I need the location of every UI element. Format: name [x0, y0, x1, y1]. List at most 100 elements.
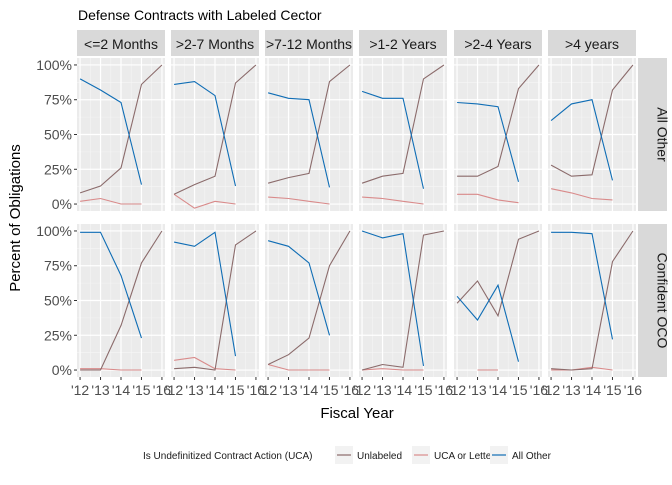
y-tick-label: 100%: [36, 223, 72, 239]
series-line-all-other: [361, 90, 425, 189]
x-tick-label: '15: [132, 382, 150, 398]
series-line-uca-or-letter: [457, 193, 519, 204]
panel-background: [77, 58, 165, 211]
x-tick-label: '14: [583, 382, 601, 398]
legend: Is Undefinitized Contract Action (UCA) Un…: [143, 446, 552, 464]
legend-title: Is Undefinitized Contract Action (UCA): [143, 451, 313, 462]
column-strip: >2-4 Years: [454, 30, 542, 56]
series-line-uca-or-letter: [362, 196, 424, 205]
panel-background: [359, 58, 447, 211]
y-tick-label: 25%: [44, 161, 72, 177]
series-line-unlabeled: [267, 230, 351, 365]
panel-background: [548, 58, 636, 211]
legend-label: Unlabeled: [357, 451, 402, 462]
panel-series: [550, 64, 634, 201]
y-axis-title: Percent of Obligations: [7, 144, 24, 292]
series-line-uca-or-letter: [80, 197, 142, 205]
x-tick-label: '14: [394, 382, 412, 398]
column-strip-bg: [171, 30, 259, 56]
x-tick-label: '13: [279, 382, 297, 398]
panel-series: [80, 230, 163, 371]
series-line-unlabeled: [551, 230, 634, 371]
x-tick-label: '14: [489, 382, 507, 398]
series-line-unlabeled: [80, 230, 163, 371]
legend-label: UCA or Letter: [434, 451, 495, 462]
x-tick-label: '12: [71, 382, 89, 398]
series-line-uca-or-letter: [174, 356, 236, 371]
panel-series: [267, 64, 351, 205]
series-line-uca-or-letter: [268, 196, 330, 205]
panel-series: [267, 230, 351, 371]
x-tick-label: '12: [353, 382, 371, 398]
x-tick-label: '13: [185, 382, 203, 398]
column-strip-bg: [265, 30, 353, 56]
chart-title: Defense Contracts with Labeled Cector: [78, 7, 322, 23]
x-tick-label: '15: [603, 382, 621, 398]
column-strip: >2-7 Months: [171, 30, 259, 56]
legend-label: All Other: [512, 451, 552, 462]
x-tick-label: '13: [468, 382, 486, 398]
row-strip: All Other: [638, 58, 671, 211]
x-tick-label: '16: [153, 382, 171, 398]
series-line-all-other: [267, 240, 331, 336]
column-strip-label: >2-4 Years: [464, 36, 531, 52]
series-line-uca-or-letter: [80, 368, 142, 371]
panel-series: [457, 64, 540, 204]
panel-series: [173, 64, 257, 209]
x-tick-label: '16: [624, 382, 642, 398]
series-line-all-other: [174, 81, 237, 187]
x-tick-label: '12: [259, 382, 277, 398]
series-line-unlabeled: [550, 64, 634, 177]
column-strip-bg: [454, 30, 542, 56]
x-tick-label: '16: [435, 382, 453, 398]
x-tick-label: '12: [542, 382, 560, 398]
column-strip-bg: [77, 30, 165, 56]
y-tick-label: 25%: [44, 327, 72, 343]
x-tick-label: '15: [414, 382, 432, 398]
x-tick-label: '12: [165, 382, 183, 398]
series-line-unlabeled: [174, 230, 257, 371]
series-line-unlabeled: [173, 64, 257, 195]
series-line-unlabeled: [361, 230, 445, 371]
row-strip-label: All Other: [655, 107, 671, 162]
series-line-unlabeled: [79, 64, 163, 194]
series-line-unlabeled: [457, 64, 540, 177]
series-line-unlabeled: [456, 230, 540, 318]
series-line-unlabeled: [267, 64, 351, 184]
column-strip: <=2 Months: [77, 30, 165, 56]
x-tick-label: '15: [320, 382, 338, 398]
panel-series: [361, 230, 445, 371]
column-strip: >1-2 Years: [359, 30, 447, 56]
panel-background: [171, 224, 259, 377]
column-strip-bg: [548, 30, 636, 56]
x-tick-label: '13: [91, 382, 109, 398]
panel-series: [456, 230, 540, 371]
legend-item: Unlabeled: [335, 446, 402, 464]
series-line-uca-or-letter: [551, 366, 613, 371]
legend-item: All Other: [490, 446, 552, 464]
panel-series: [551, 230, 634, 371]
panel-background: [265, 58, 353, 211]
x-tick-label: '13: [373, 382, 391, 398]
panel-background: [359, 224, 447, 377]
x-tick-label: '14: [300, 382, 318, 398]
row-strip-bg: [638, 224, 667, 377]
column-strip-label: <=2 Months: [84, 36, 158, 52]
panel-background: [171, 58, 259, 211]
column-strip: >4 years: [548, 30, 636, 56]
x-tick-label: '15: [509, 382, 527, 398]
y-tick-label: 0%: [52, 362, 72, 378]
y-tick-label: 0%: [52, 196, 72, 212]
y-tick-label: 100%: [36, 57, 72, 73]
panel-background: [548, 224, 636, 377]
series-line-uca-or-letter: [173, 193, 236, 209]
y-tick-label: 50%: [44, 293, 72, 309]
x-tick-label: '16: [247, 382, 265, 398]
series-line-all-other: [79, 78, 143, 185]
column-strip-label: >7-12 Months: [266, 36, 352, 52]
x-tick-label: '13: [562, 382, 580, 398]
series-line-uca-or-letter: [550, 188, 613, 201]
column-strip-bg: [359, 30, 447, 56]
column-strip-label: >2-7 Months: [176, 36, 254, 52]
